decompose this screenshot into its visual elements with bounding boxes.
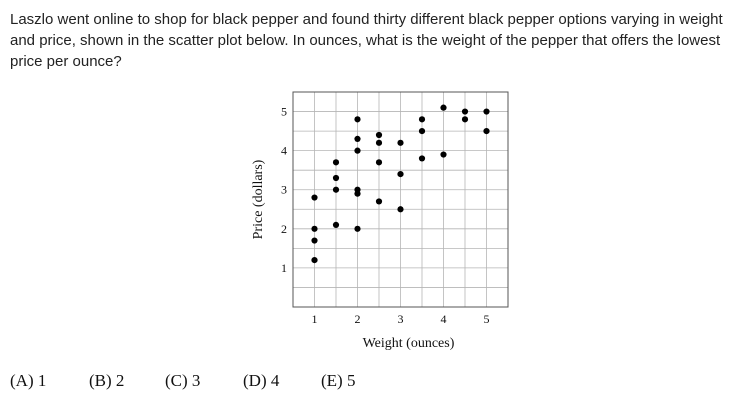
- data-point: [418, 127, 426, 135]
- x-tick-label: 5: [484, 312, 490, 326]
- data-point: [311, 225, 318, 232]
- y-tick-label: 2: [281, 222, 287, 236]
- choice-value: 1: [37, 371, 47, 390]
- choice-value: 5: [346, 371, 356, 390]
- y-tick-label: 3: [281, 183, 287, 197]
- x-axis-label: Weight (ounces): [363, 336, 455, 351]
- choice-value: 3: [191, 371, 201, 390]
- choice-e[interactable]: (E) 5: [321, 371, 355, 391]
- data-point: [483, 127, 490, 135]
- data-point: [332, 159, 340, 166]
- question-text: Laszlo went online to shop for black pep…: [10, 11, 723, 70]
- data-point: [397, 139, 404, 146]
- choice-letter: (D): [243, 371, 267, 390]
- y-tick-label: 4: [281, 144, 287, 158]
- data-points: [311, 104, 490, 264]
- choice-letter: (A): [10, 371, 34, 390]
- data-point: [440, 104, 447, 111]
- answer-choices: (A) 1 (B) 2 (C) 3 (D) 4 (E) 5: [0, 371, 743, 395]
- x-tick-labels: 1 2 3 4 5: [312, 312, 490, 326]
- choice-letter: (E): [321, 371, 343, 390]
- choice-value: 2: [115, 371, 125, 390]
- data-point: [354, 225, 361, 232]
- data-point: [332, 221, 340, 229]
- choice-c[interactable]: (C) 3: [165, 371, 200, 391]
- y-tick-label: 5: [281, 105, 287, 119]
- choice-b[interactable]: (B) 2: [89, 371, 124, 391]
- chart-grid: [293, 92, 508, 307]
- data-point: [354, 135, 361, 143]
- data-point: [311, 194, 318, 201]
- data-point: [461, 116, 469, 123]
- y-tick-label: 1: [281, 261, 287, 275]
- y-tick-labels: 1 2 3 4 5: [281, 105, 287, 275]
- x-tick-label: 2: [355, 312, 361, 326]
- data-point: [354, 116, 361, 123]
- x-tick-label: 3: [398, 312, 404, 326]
- data-point: [461, 108, 469, 115]
- choice-letter: (B): [89, 371, 112, 390]
- data-point: [311, 237, 318, 244]
- choice-value: 4: [270, 371, 280, 390]
- data-point: [311, 256, 318, 264]
- choice-letter: (C): [165, 371, 188, 390]
- choice-a[interactable]: (A) 1: [10, 371, 46, 391]
- data-point: [354, 147, 361, 154]
- data-point: [375, 131, 383, 139]
- data-point: [332, 174, 340, 182]
- data-point: [354, 186, 361, 193]
- choice-d[interactable]: (D) 4: [243, 371, 279, 391]
- data-point: [375, 198, 383, 205]
- y-axis-label: Price (dollars): [251, 159, 266, 239]
- data-point: [440, 151, 447, 158]
- data-point: [332, 186, 340, 193]
- plot-frame: [292, 91, 509, 308]
- data-point: [418, 155, 426, 162]
- data-point: [375, 139, 383, 146]
- data-point: [483, 108, 490, 115]
- data-point: [418, 116, 426, 123]
- data-point: [397, 206, 404, 213]
- x-tick-label: 1: [312, 312, 318, 326]
- data-point: [397, 170, 404, 178]
- x-tick-label: 4: [441, 312, 447, 326]
- data-point: [375, 159, 383, 166]
